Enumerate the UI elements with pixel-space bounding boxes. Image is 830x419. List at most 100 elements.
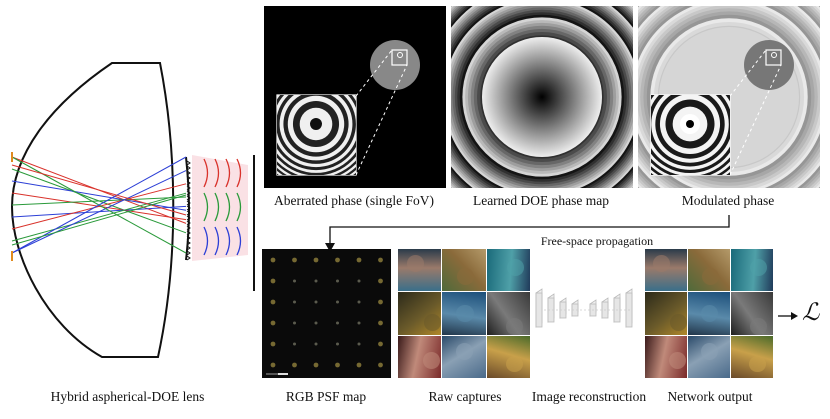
psf-spot xyxy=(314,300,318,304)
lens-svg xyxy=(10,62,255,358)
caption-raw: Raw captures xyxy=(428,389,502,404)
learned-doe-svg xyxy=(451,6,633,188)
doe-tooth xyxy=(186,245,191,251)
psf-spot xyxy=(335,362,340,368)
raw-tile-deer xyxy=(442,249,486,292)
ray-bundle xyxy=(11,156,187,254)
psf-spot xyxy=(336,300,339,304)
psf-spot xyxy=(270,299,276,305)
doe-tooth xyxy=(186,255,191,261)
caption-psf: RGB PSF map xyxy=(285,389,367,404)
ray xyxy=(11,192,187,242)
modulated-phase-panel xyxy=(638,6,820,188)
doe-tooth xyxy=(186,185,191,191)
wavefront-arc xyxy=(225,192,231,222)
ray xyxy=(11,196,187,206)
doe-tooth xyxy=(186,165,191,171)
zoom-marker xyxy=(765,49,782,66)
raw-captures-grid xyxy=(398,249,530,378)
psf-spot xyxy=(293,279,296,283)
psf-spot xyxy=(293,300,296,304)
output-tile-deer xyxy=(688,249,730,292)
wavefront-arc xyxy=(214,226,220,256)
psf-spot xyxy=(357,300,361,304)
wavefront-arc xyxy=(203,192,209,222)
output-tile-bike xyxy=(731,292,773,335)
lens-outline xyxy=(10,62,175,358)
psf-spot xyxy=(270,341,276,347)
psf-spot xyxy=(313,362,319,368)
wavefront-arc xyxy=(203,226,209,256)
psf-spot xyxy=(357,279,361,283)
doe-tooth xyxy=(186,220,191,226)
psf-spot xyxy=(292,257,297,263)
caption-propagation: Free-space propagation xyxy=(540,234,654,248)
caption-output: Network output xyxy=(667,389,753,404)
output-tile-forest xyxy=(645,292,687,335)
psf-spot xyxy=(314,342,318,346)
ray xyxy=(11,170,187,254)
network-output-grid xyxy=(645,249,773,378)
caption-lens: Hybrid aspherical-DOE lens xyxy=(50,389,205,404)
caption-recon: Image reconstruction xyxy=(531,389,647,404)
unet-network-icon xyxy=(535,288,633,328)
doe-tooth xyxy=(186,205,191,211)
psf-spot xyxy=(336,321,339,325)
doe-tooth xyxy=(186,195,191,201)
wavefront-arc xyxy=(203,158,209,188)
doe-teeth xyxy=(186,160,191,261)
psf-spot xyxy=(270,278,276,284)
doe-tooth xyxy=(186,175,191,181)
right-arrow xyxy=(778,312,798,320)
output-tile-boat-lake xyxy=(688,292,730,335)
doe-surface xyxy=(185,156,190,261)
psf-spot xyxy=(378,320,383,326)
doe-tooth xyxy=(186,230,191,236)
psf-spot xyxy=(293,321,296,325)
modulated-phase-svg xyxy=(638,6,820,188)
psf-spot xyxy=(293,342,296,346)
ray xyxy=(11,183,187,230)
zoom-marker xyxy=(391,49,408,66)
reconstruction-network xyxy=(532,270,644,350)
raw-tile-coast-aerial xyxy=(486,249,530,292)
psf-grid xyxy=(266,257,383,375)
doe-tooth xyxy=(186,240,191,246)
hybrid-lens-diagram xyxy=(0,55,265,365)
doe-tooth xyxy=(186,250,191,256)
psf-spot xyxy=(270,257,276,263)
caption-aberrated: Aberrated phase (single FoV) xyxy=(273,193,435,208)
output-tile-mountain-aerial xyxy=(688,335,730,378)
caption-learned: Learned DOE phase map xyxy=(472,193,610,208)
raw-tile-mountain-aerial xyxy=(442,335,486,378)
raw-tile-person xyxy=(398,335,442,378)
psf-spot xyxy=(313,257,319,263)
doe-tooth xyxy=(186,235,191,241)
psf-spot xyxy=(378,362,383,368)
ray xyxy=(11,180,187,211)
raw-tile-forest xyxy=(398,292,442,335)
psf-map-panel xyxy=(262,249,391,378)
psf-spot xyxy=(378,299,383,305)
ray xyxy=(11,164,187,216)
wavefronts xyxy=(192,155,248,261)
psf-spot xyxy=(292,362,297,368)
wavefront-arc xyxy=(225,226,231,256)
doe-tooth xyxy=(186,200,191,206)
doe-tooth xyxy=(186,225,191,231)
psf-spot xyxy=(357,342,361,346)
wavefront-arc xyxy=(214,192,220,222)
ray xyxy=(11,194,187,246)
output-tile-person xyxy=(645,335,687,378)
aberrated-phase-panel xyxy=(264,6,446,188)
raw-tile-hands xyxy=(398,249,442,292)
psf-spot xyxy=(356,362,362,368)
wavefront-arc xyxy=(214,158,220,188)
doe-tooth xyxy=(186,170,191,176)
doe-tooth xyxy=(186,215,191,221)
psf-spot xyxy=(335,257,340,263)
psf-spot xyxy=(270,320,276,326)
psf-spot xyxy=(270,362,276,368)
psf-spot xyxy=(357,321,361,325)
psf-spot xyxy=(314,321,318,325)
